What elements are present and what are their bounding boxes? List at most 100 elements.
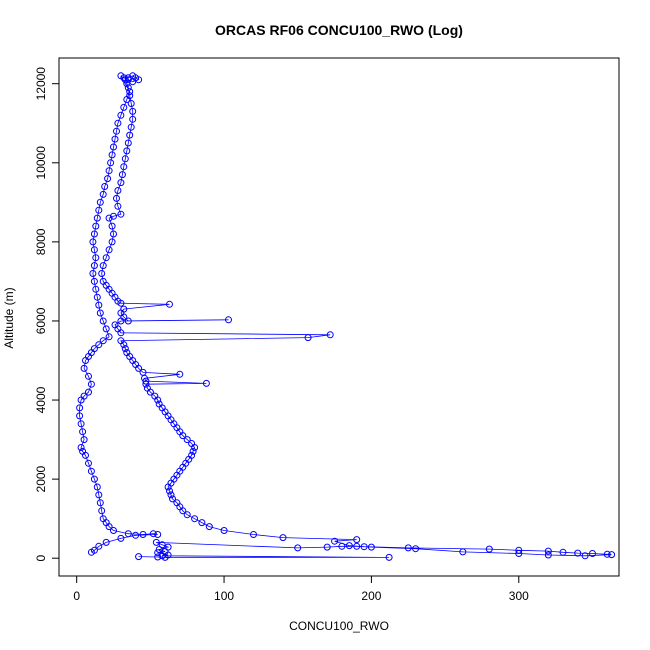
data-point [111,135,119,143]
data-point [120,103,128,111]
data-point [126,88,134,96]
data-point [80,364,88,372]
data-point [152,538,160,546]
data-point [151,392,159,400]
data-point [117,111,125,119]
data-point [117,337,125,345]
data-point [89,238,97,246]
data-point [459,548,467,556]
data-point [412,545,420,553]
data-point [77,444,85,451]
data-point [98,507,106,515]
data-point [105,214,113,222]
data-point [149,530,157,538]
data-point [113,127,120,135]
data-point [111,321,119,329]
x-axis: 0 100 200 300 [73,575,529,603]
data-point [154,553,162,561]
data-point [80,436,88,444]
data-point [250,531,257,538]
data-point [574,549,582,557]
data-point [581,552,589,560]
data-point [294,544,302,552]
data-point [104,175,112,183]
data-point [96,309,104,317]
data-point [129,107,137,115]
data-point [135,76,143,84]
data-point [85,372,92,380]
data-point [183,511,191,519]
data-point [158,541,166,549]
y-tick-label: 8000 [34,228,48,255]
data-point [304,334,312,342]
data-point [404,544,412,552]
data-point [353,536,361,544]
data-point [121,345,129,353]
data-point [102,538,110,546]
x-tick-label: 100 [214,589,234,603]
data-point [360,543,368,551]
data-point [167,491,175,499]
data-point [87,380,95,388]
data-point [76,404,84,412]
data-point [90,246,98,254]
data-point [117,534,125,542]
x-tick-label: 0 [73,589,80,603]
y-tick-label: 0 [34,555,48,562]
data-point [123,349,131,357]
data-point [90,230,98,238]
data-point [108,222,116,230]
data-point [110,143,117,151]
data-point [124,317,132,325]
data-point [124,530,132,538]
data-point [108,151,116,159]
data-point [82,451,89,459]
data-point [129,115,137,123]
data-point [105,523,113,531]
data-point [515,546,523,554]
x-axis-label: CONCU100_RWO [289,619,389,633]
data-point [79,428,87,436]
data-point [77,396,85,404]
data-point [90,262,98,270]
data-point [117,72,125,80]
data-point [90,475,98,483]
x-tick-label: 200 [361,589,381,603]
data-point [93,214,101,222]
data-point [99,190,107,198]
data-point [603,550,611,558]
y-axis: 0 2000 4000 6000 8000 10000 12000 [34,67,60,562]
data-point [126,131,134,139]
data-point [107,159,115,167]
data-point [176,370,184,378]
data-point [544,551,552,559]
x-tick-label: 300 [509,589,529,603]
data-point [139,531,147,538]
data-point [164,543,172,551]
data-point [95,542,103,550]
data-point [515,550,523,557]
data-point [124,84,132,92]
data-point [114,187,122,194]
data-point [188,451,196,459]
data-point [169,495,176,503]
plot-area [76,72,616,561]
data-point [118,171,126,179]
data-point [124,74,132,82]
data-point [95,341,103,349]
data-point [85,459,92,467]
data-point [155,400,163,408]
y-tick-label: 12000 [34,67,48,101]
data-point [96,499,104,507]
data-point [225,316,232,324]
data-point [559,548,567,556]
data-point [166,487,173,495]
data-point [132,531,140,539]
data-point [114,202,122,210]
data-point [143,384,151,392]
data-point [123,96,131,103]
data-point [99,337,107,345]
data-point [154,531,162,538]
data-point [188,440,196,447]
data-point [189,447,197,455]
